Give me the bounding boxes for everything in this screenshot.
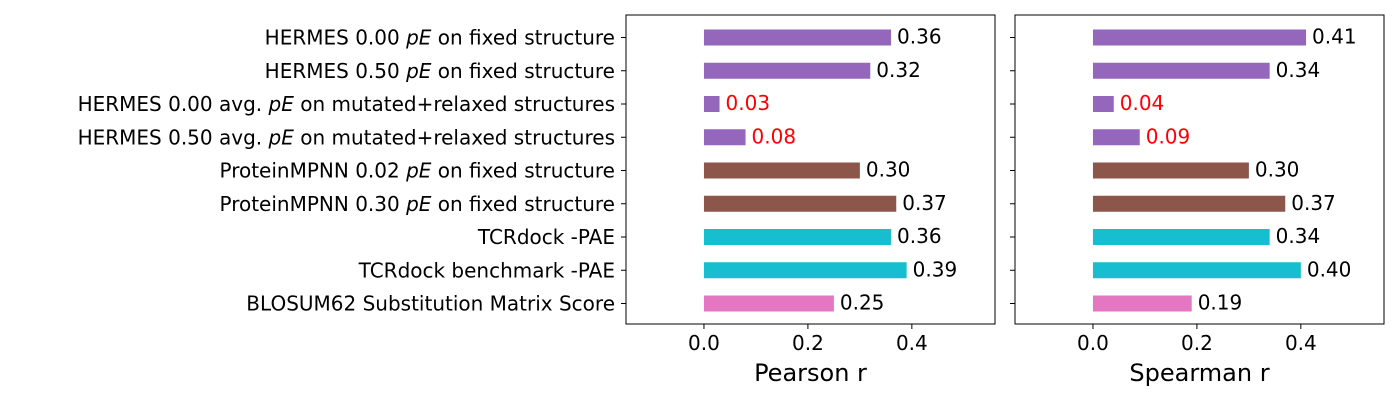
bar [703,96,720,112]
value-label: 0.08 [752,124,797,148]
plot-frame [1014,14,1385,325]
category-label: HERMES 0.00 pE on fixed structure [265,26,615,50]
x-tick-label: 0.2 [792,331,824,355]
value-label: 0.36 [897,25,942,49]
bar [703,62,871,79]
value-label: 0.41 [1312,25,1357,49]
bar [703,262,907,279]
x-tick-label: 0.0 [1077,331,1109,355]
bar [1092,262,1301,279]
bar [703,29,892,46]
x-axis-title: Spearman r [1129,359,1269,387]
bar [703,229,892,245]
value-label: 0.03 [726,91,771,115]
value-label: 0.36 [897,224,942,248]
bar [1092,96,1114,112]
x-axis-title: Pearson r [754,359,867,387]
bar [1092,29,1307,46]
value-label: 0.39 [913,257,958,281]
bar [1092,195,1286,212]
bar [1092,129,1140,146]
bar [703,295,834,312]
category-label: ProteinMPNN 0.30 pE on fixed structure [219,192,615,216]
category-label: HERMES 0.50 pE on fixed structure [265,59,615,83]
value-label: 0.34 [1276,224,1321,248]
category-label: HERMES 0.00 avg. pE on mutated+relaxed s… [78,92,615,116]
value-label: 0.37 [1291,191,1336,215]
pearson-panel: 0.36 0.32 0.03 0.08 0.30 0.37 0.36 0.39 0.25 0.0 0… [621,14,996,387]
x-tick-label: 0.2 [1181,331,1213,355]
bar [1092,162,1249,179]
value-label: 0.04 [1120,91,1165,115]
category-label: HERMES 0.50 avg. pE on mutated+relaxed s… [78,125,615,149]
category-label: TCRdock -PAE [477,225,615,249]
bar [703,162,860,179]
value-label: 0.34 [1276,58,1321,82]
value-label: 0.19 [1198,291,1243,315]
category-label: BLOSUM62 Substitution Matrix Score [246,292,615,316]
spearman-panel: 0.41 0.34 0.04 0.09 0.30 0.37 0.34 0.40 0.19 0.0 0… [1010,14,1385,387]
x-tick-label: 0.4 [896,331,928,355]
x-tick-label: 0.4 [1285,331,1317,355]
bar [1092,62,1270,79]
value-label: 0.09 [1146,124,1191,148]
category-label: TCRdock benchmark -PAE [358,258,615,282]
value-label: 0.30 [866,158,911,182]
value-label: 0.32 [876,58,921,82]
category-label: ProteinMPNN 0.02 pE on fixed structure [219,159,615,183]
bar [1092,229,1270,245]
x-tick-label: 0.0 [688,331,720,355]
value-label: 0.37 [902,191,947,215]
value-label: 0.30 [1255,158,1300,182]
bar [703,195,897,212]
value-label: 0.40 [1307,257,1352,281]
bar [703,129,746,146]
category-labels: HERMES 0.00 pE on fixed structure HERMES … [78,26,615,316]
plot-frame [625,14,996,325]
bar [1092,295,1192,312]
value-label: 0.25 [840,291,885,315]
